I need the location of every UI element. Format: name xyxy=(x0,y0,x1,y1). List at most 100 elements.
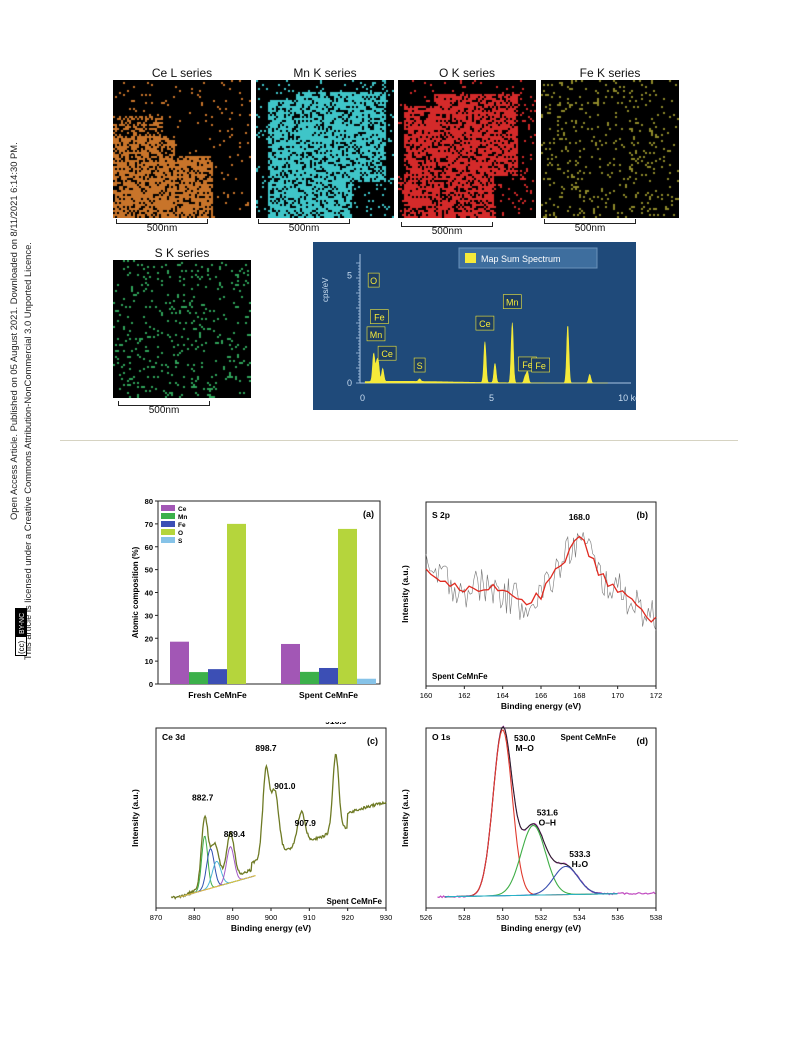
panel-b-title: S 2p xyxy=(432,510,450,520)
panel-c-panel-label: (c) xyxy=(367,736,378,746)
panel-a-y-tick-label: 40 xyxy=(145,589,153,598)
scale-label-o: 500nm xyxy=(431,226,463,237)
eds-element-label: Mn xyxy=(370,330,383,340)
panel-b-x-tick-label: 172 xyxy=(650,691,663,700)
scale-label-fe: 500nm xyxy=(574,223,606,234)
eds-y-tick-label: 0 xyxy=(347,378,352,388)
panel-b-s2p: 160 162 164 166 168 170 172 Binding energy (eV)… xyxy=(400,501,663,711)
panel-a-bar xyxy=(338,528,357,684)
panel-b-x-tick-label: 168 xyxy=(573,691,586,700)
panel-d-peak-assignment: H₂O xyxy=(572,859,589,869)
panel-d-x-axis-label: Binding energy (eV) xyxy=(501,923,581,933)
eds-element-label: S xyxy=(417,361,423,371)
eds-legend-label: Map Sum Spectrum xyxy=(481,254,561,264)
panel-b-raw-curve xyxy=(425,532,657,631)
panel-d-peak-assignment: O–H xyxy=(539,818,556,828)
eds-element-label-box xyxy=(531,357,550,373)
panel-c-peak-label: 882.7 xyxy=(192,792,214,802)
panel-c-x-tick-label: 910 xyxy=(303,913,316,922)
by-nc-badge-text: BY-NC xyxy=(19,613,26,634)
panel-c-x-tick-label: 890 xyxy=(226,913,239,922)
eds-element-label-box xyxy=(502,294,522,309)
eds-element-label-box xyxy=(377,345,397,361)
panel-d-component-curve xyxy=(445,729,617,898)
cc-badge[interactable]: (cc) BY-NC xyxy=(15,608,27,656)
eds-element-label-box xyxy=(475,315,495,331)
panel-d-x-tick-label: 532 xyxy=(535,913,548,922)
panel-d-background-curve xyxy=(445,893,618,898)
license-sidebar: Open Access Article. Published on 05 Aug… xyxy=(2,100,38,660)
eds-element-label: Ce xyxy=(381,349,393,359)
eds-x-tick-label: 5 xyxy=(489,393,494,403)
panel-a-y-tick-label: 30 xyxy=(145,611,153,620)
eds-element-label-box xyxy=(370,309,389,324)
panel-b-smooth-curve xyxy=(425,535,657,623)
panel-c-x-axis-label: Binding energy (eV) xyxy=(231,923,311,933)
panel-c-frame xyxy=(155,727,387,909)
panel-d-x-tick-label: 536 xyxy=(611,913,624,922)
panel-a-atomic-composition: 0 10 20 30 40 50 60 70 80 Atomic composition (%) F… xyxy=(131,497,381,700)
panel-d-component-curve xyxy=(445,865,617,898)
panel-a-y-tick-label: 10 xyxy=(145,657,153,666)
eds-legend-box xyxy=(458,247,598,269)
panel-b-x-tick-label: 164 xyxy=(496,691,509,700)
eds-element-label: Fe xyxy=(522,360,533,370)
panel-b-note: Spent CeMnFe xyxy=(432,672,488,681)
scale-label-ce: 500nm xyxy=(146,223,178,234)
panel-b-x-tick-label: 170 xyxy=(611,691,624,700)
panel-b-x-tick-label: 166 xyxy=(535,691,548,700)
map-title-o: O K series xyxy=(438,66,495,80)
panel-a-legend-swatch xyxy=(161,521,175,527)
panel-c-peak-label: 901.0 xyxy=(274,781,296,791)
cc-badge-text: (cc) xyxy=(17,640,26,654)
panel-a-y-tick-label: 70 xyxy=(145,520,153,529)
panel-c-x-tick-label: 920 xyxy=(341,913,354,922)
eds-element-label-box xyxy=(367,272,380,288)
eds-x-tick-label: 0 xyxy=(360,393,365,403)
map-image-s xyxy=(113,260,251,398)
scale-label-mn: 500nm xyxy=(288,223,320,234)
panel-c-background-curve xyxy=(178,875,256,898)
panel-d-x-tick-label: 530 xyxy=(496,913,509,922)
panel-a-legend-label: Ce xyxy=(178,506,187,513)
panel-c-envelope-curve xyxy=(170,753,387,900)
panel-a-legend-swatch xyxy=(161,529,175,535)
panel-b-frame xyxy=(425,501,657,687)
eds-spectrum-panel: 0 5 10 keV 0 5 cps/eV Map Sum Spectrum O Fe Mn Ce S… xyxy=(313,242,646,410)
panel-a-legend-swatch xyxy=(161,505,175,511)
eds-y-axis-label: cps/eV xyxy=(321,277,330,302)
panel-d-x-tick-label: 538 xyxy=(650,913,663,922)
panel-c-ce3d: 870 880 890 900 910 920 930 Binding energy (eV)… xyxy=(130,722,392,933)
panel-d-x-tick-label: 534 xyxy=(573,913,586,922)
panel-c-x-tick-label: 870 xyxy=(150,913,163,922)
license-sidebar-svg: Open Access Article. Published on 05 Aug… xyxy=(8,142,33,660)
eds-element-label: Fe xyxy=(374,313,385,323)
map-title-s: S K series xyxy=(154,246,210,260)
panel-c-y-axis-label: Intensity (a.u.) xyxy=(130,789,140,847)
panel-a-y-axis-label: Atomic composition (%) xyxy=(131,546,140,638)
panel-a-legend-label: O xyxy=(178,530,183,537)
panel-c-peak-label: 898.7 xyxy=(255,743,277,753)
panel-d-component-curve xyxy=(445,825,617,898)
panel-c-x-tick-label: 880 xyxy=(188,913,201,922)
panel-d-title: O 1s xyxy=(432,732,451,742)
section-divider xyxy=(60,440,738,441)
panel-d-peak-label: 531.6 xyxy=(537,808,559,818)
panel-c-x-tick-label: 900 xyxy=(265,913,278,922)
panel-a-y-tick-label: 60 xyxy=(145,543,153,552)
eds-y-tick-label: 5 xyxy=(347,271,352,281)
panel-b-x-tick-label: 160 xyxy=(420,691,433,700)
panel-c-note: Spent CeMnFe xyxy=(326,897,382,906)
panel-a-legend-swatch xyxy=(161,513,175,519)
eds-element-label-box xyxy=(413,357,426,373)
map-image-fe xyxy=(541,80,679,218)
eds-x-tick-label: 10 keV xyxy=(618,393,636,403)
map-image-mn xyxy=(256,80,394,218)
panel-a-y-tick-label: 20 xyxy=(145,634,153,643)
panel-d-note: Spent CeMnFe xyxy=(560,733,616,742)
license-line-1: Open Access Article. Published on 05 Aug… xyxy=(8,142,19,520)
panel-c-peak-label: 889.4 xyxy=(224,829,246,839)
panel-d-x-tick-label: 528 xyxy=(458,913,471,922)
panel-c-peak-label: 907.9 xyxy=(295,818,317,828)
panel-c-peak-label: 916.9 xyxy=(325,722,347,726)
